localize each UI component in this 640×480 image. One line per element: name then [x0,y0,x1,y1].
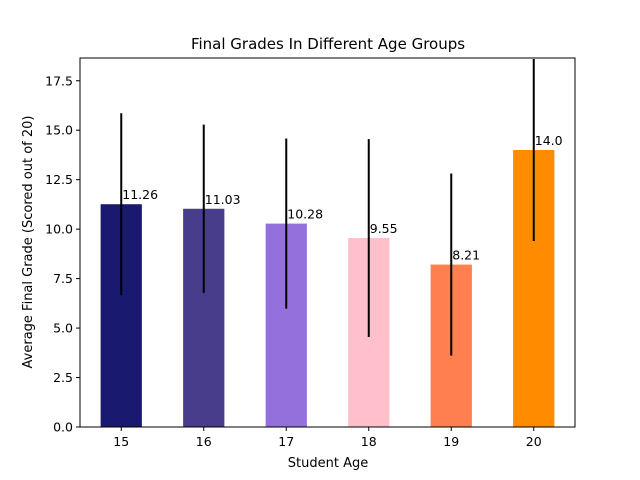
x-tick-label-20: 20 [526,434,542,449]
value-label-17: 10.28 [287,207,323,222]
chart-title: Final Grades In Different Age Groups [191,35,465,53]
plot-frame [79,57,576,428]
x-tick-label-18: 18 [361,434,377,449]
y-axis-label: Average Final Grade (Scored out of 20) [21,116,36,369]
value-label-20: 14.0 [535,133,563,148]
y-tick-label-1: 2.5 [53,370,73,385]
value-label-19: 8.21 [452,248,480,263]
y-tick-label-0: 0.0 [53,420,73,435]
y-tick-label-2: 5.0 [53,321,73,336]
y-tick-label-6: 15.0 [45,123,73,138]
x-tick-label-15: 15 [113,434,129,449]
y-axis: 0.0 2.5 5.0 7.5 10.0 12.5 15.0 17.5 [45,73,80,435]
error-bars-group [120,58,535,356]
value-label-18: 9.55 [370,221,398,236]
value-labels-group: 11.26 11.03 10.28 9.55 8.21 14.0 [122,133,562,263]
y-tick-label-7: 17.5 [45,73,73,88]
y-tick-label-3: 7.5 [53,271,73,286]
x-axis-label: Student Age [288,456,368,471]
x-tick-label-19: 19 [443,434,459,449]
x-tick-label-17: 17 [278,434,294,449]
bars-group [100,150,555,427]
value-label-15: 11.26 [122,187,158,202]
y-tick-label-4: 10.0 [45,222,73,237]
x-tick-label-16: 16 [196,434,212,449]
x-axis: 15 16 17 18 19 20 [113,427,542,449]
value-label-16: 11.03 [205,192,241,207]
y-tick-label-5: 12.5 [45,172,73,187]
